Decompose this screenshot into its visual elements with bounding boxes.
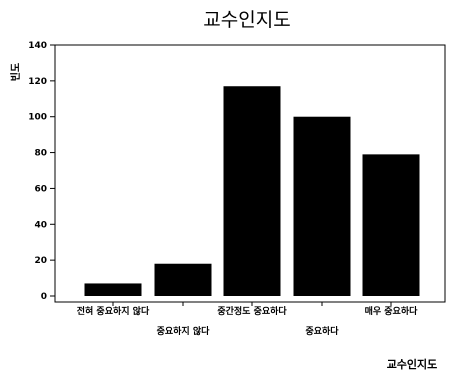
bar xyxy=(154,263,212,296)
y-tick-label: 40 xyxy=(34,220,47,230)
x-tick-label: 매우 중요하다 xyxy=(365,305,419,317)
y-tick-label: 0 xyxy=(41,292,47,302)
y-tick-label: 20 xyxy=(34,256,47,266)
bars xyxy=(84,86,420,296)
bar xyxy=(293,116,351,296)
y-axis-label: 빈도 xyxy=(9,63,22,81)
y-tick-label: 60 xyxy=(34,184,47,194)
y-tick-label: 140 xyxy=(28,41,47,51)
bar xyxy=(223,86,281,296)
y-tick-label: 80 xyxy=(34,149,47,159)
y-tick-label: 120 xyxy=(28,77,47,87)
y-axis: 0 20 40 60 80 100 120 140 xyxy=(28,41,55,302)
chart-title: 교수인지도 xyxy=(203,9,290,31)
x-tick-label: 중요하지 않다 xyxy=(157,325,211,337)
bar xyxy=(84,283,142,296)
x-tick-label: 전혀 중요하지 않다 xyxy=(77,305,150,317)
x-axis-label: 교수인지도 xyxy=(387,357,438,371)
x-tick-label: 중요하다 xyxy=(305,325,339,337)
plot-frame xyxy=(54,44,446,303)
x-tick-label: 중간정도 중요하다 xyxy=(217,305,287,317)
bar xyxy=(362,154,420,296)
y-tick-label: 100 xyxy=(28,113,47,123)
